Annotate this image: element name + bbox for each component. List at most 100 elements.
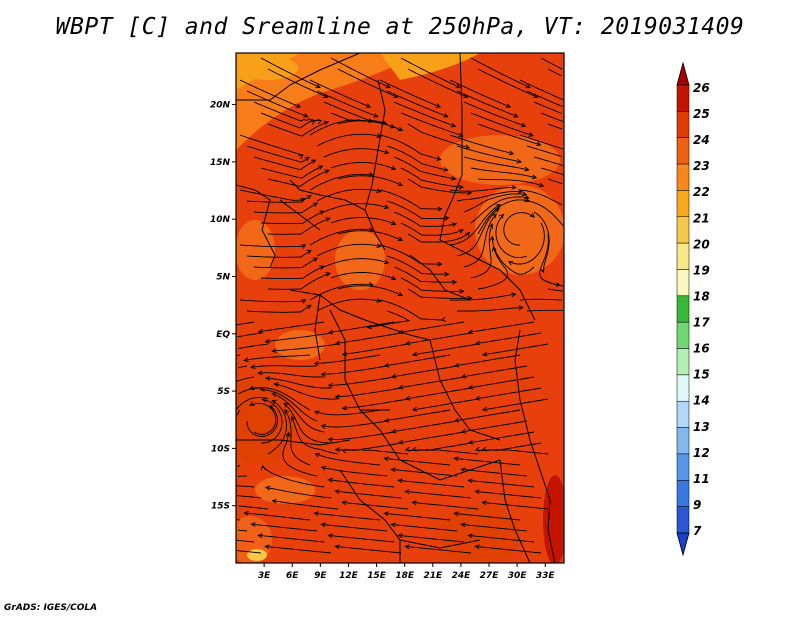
streamline [309,228,373,246]
streamline [405,490,472,499]
colorbar-label: 25 [693,107,710,121]
streamline-arrow [460,373,467,379]
lat-label: 5S [217,387,230,397]
streamline [540,57,563,70]
streamline-arrow [310,159,317,164]
streamline [449,134,514,155]
streamline-arrow [250,522,256,527]
streamline [328,321,395,334]
longitude-axis: 3E 6E 9E 12E 15E 18E 21E 24E 27E 30E 33E [258,563,555,581]
streamline-arrow [390,373,397,379]
streamline [237,464,241,468]
streamline-arrow [383,456,389,462]
streamline [267,68,328,98]
streamline [309,79,371,108]
streamline-arrow [341,500,347,506]
streamline [412,398,479,411]
streamline [533,101,562,114]
streamline-arrow [453,456,459,462]
streamline [328,431,395,440]
streamline-arrow [284,408,290,415]
streamline-arrow [271,348,277,354]
streamline [260,210,324,224]
streamline-arrow [513,113,519,118]
streamline-arrow [260,464,266,471]
streamline [398,321,465,334]
streamline-arrow [397,329,404,335]
streamline [449,293,516,301]
colorbar-bottom-arrow [676,532,690,557]
latitude-axis: 20N 15N 10N 5N EQ 5S 10S 15S [210,101,236,512]
lon-label: 6E [286,571,299,581]
streamline-arrow [474,340,481,346]
streamline [316,90,378,118]
streamline [393,266,457,283]
colorbar-segment [676,400,690,428]
streamline [265,486,332,499]
streamline [238,505,269,510]
streamline-arrow [452,279,458,285]
streamline-arrow [304,156,310,162]
streamline-arrow [319,210,325,215]
streamline-arrow [451,222,458,228]
streamline-arrow [451,176,457,181]
streamline [236,485,255,488]
streamline [314,354,381,365]
lat-label: 20N [210,101,231,111]
streamline-arrow [248,385,255,391]
streamline-arrow [524,197,530,203]
streamline-arrow [539,267,545,273]
streamline [463,213,497,268]
streamline-arrow [397,439,404,445]
streamline [258,372,325,378]
streamline [321,420,388,428]
streamline [470,57,531,89]
streamline-arrow [397,533,403,539]
streamline [386,255,449,275]
streamline-arrow [481,406,488,412]
streamline-arrow [467,329,474,335]
streamline [379,244,442,265]
streamline [236,321,255,326]
streamline-arrow [460,467,466,473]
streamline-arrow [390,428,397,434]
streamline [260,57,321,89]
streamline [470,167,537,179]
streamline-arrow [368,227,374,232]
streamline [316,243,381,257]
lon-label: 3E [258,571,271,581]
streamline [475,490,542,499]
streamline-arrow [320,424,326,429]
streamline [405,387,472,400]
streamline [239,244,306,248]
streamline-arrow [315,83,321,89]
streamline [457,306,523,312]
colorbar-segment [676,137,690,165]
streamline [342,449,409,455]
streamline-arrow [295,103,302,108]
streamline [262,465,325,488]
streamline [249,387,311,411]
streamline-arrow [376,298,382,303]
country-borders [236,53,556,563]
streamline [290,416,339,455]
lon-label: 30E [508,571,528,581]
streamline-arrow [327,533,333,539]
streamline [236,539,255,543]
colorbar-label: 23 [693,159,710,173]
streamline-arrow [491,246,497,252]
streamline-arrow [320,522,326,528]
streamline-arrow [453,511,459,517]
streamline-arrow [306,304,312,310]
streamline [274,383,339,400]
streamline [526,145,562,157]
streamline-arrow [505,103,512,108]
streamline [482,449,549,455]
streamline-arrow [411,500,417,506]
streamline [519,189,563,206]
streamline [246,145,310,163]
colorbar-segment [676,374,690,402]
streamline-arrow [444,271,450,277]
lon-label: 15E [367,571,387,581]
streamline-arrow [458,184,465,190]
